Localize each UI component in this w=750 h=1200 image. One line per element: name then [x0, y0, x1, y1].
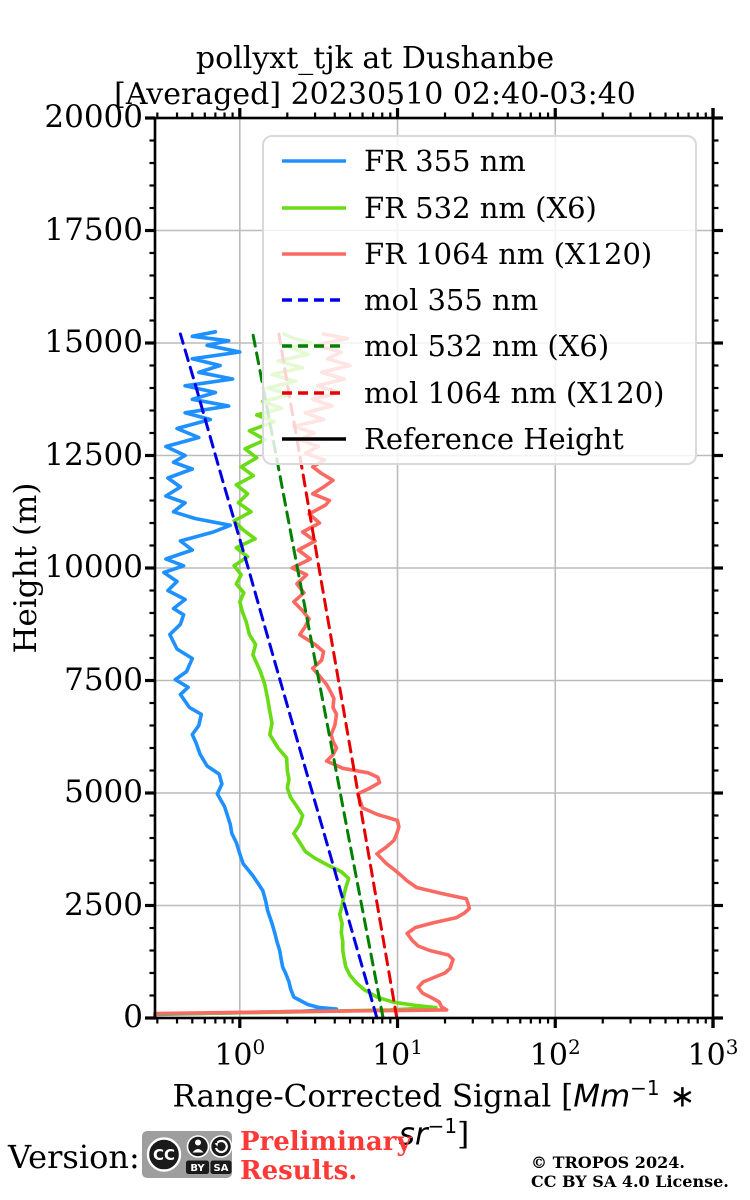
legend-item-fr-355: FR 355 nm — [264, 139, 695, 183]
attribution-person-icon — [186, 1135, 210, 1158]
legend-item-mol-532: mol 532 nm (X6) — [264, 324, 695, 368]
legend-item-reference-height: Reference Height — [264, 417, 695, 461]
legend-item-fr-1064: FR 1064 nm (X120) — [264, 232, 695, 276]
x-axis-label: Range-Corrected Signal [Mm−1 ∗ sr−1] — [172, 1076, 696, 1153]
cc-icon: CC — [146, 1137, 182, 1172]
x-tick-label: 100 — [214, 1035, 266, 1073]
y-tick-label: 5000 — [64, 774, 143, 810]
y-tick-label: 15000 — [44, 324, 143, 360]
legend-label: FR 1064 nm (X120) — [364, 236, 653, 271]
legend-item-mol-1064: mol 1064 nm (X120) — [264, 371, 695, 415]
legend-item-fr-532: FR 532 nm (X6) — [264, 186, 695, 230]
plot-title-line1: pollyxt_tjk at Dushanbe — [195, 41, 555, 76]
y-tick-label: 12500 — [44, 436, 143, 473]
x-axis-label-text: Range-Corrected Signal — [172, 1078, 562, 1115]
legend-label: mol 355 nm — [364, 283, 539, 317]
svg-text:CC: CC — [153, 1146, 175, 1164]
legend-label: mol 532 nm (X6) — [364, 329, 610, 364]
legend: FR 355 nm FR 532 nm (X6) FR 1064 nm (X12… — [262, 135, 697, 465]
share-alike-icon — [209, 1135, 232, 1158]
y-tick-label: 0 — [123, 999, 143, 1035]
y-tick-label: 7500 — [64, 661, 143, 698]
legend-item-mol-355: mol 355 nm — [264, 278, 695, 322]
y-tick-label: 17500 — [44, 211, 143, 248]
legend-label: FR 532 nm (X6) — [364, 190, 597, 225]
legend-line-mol-355-icon — [282, 298, 346, 302]
legend-line-fr-532-icon — [282, 205, 346, 210]
y-tick-label: 20000 — [44, 99, 143, 135]
legend-line-fr-355-icon — [282, 159, 346, 164]
plot-title-line2: [Averaged] 20230510 02:40-03:40 — [114, 77, 636, 112]
y-tick-label: 10000 — [44, 549, 143, 585]
legend-label: mol 1064 nm (X120) — [364, 375, 665, 410]
legend-line-reference-height-icon — [282, 436, 346, 441]
cc-license-badge: CC BY SA — [142, 1131, 232, 1178]
x-tick-label: 103 — [687, 1035, 739, 1073]
y-tick-label: 2500 — [64, 886, 143, 923]
cc-by-label: BY — [190, 1163, 205, 1174]
preliminary-results-notice: Preliminary Results. — [240, 1127, 412, 1186]
copyright-notice: © TROPOS 2024. CC BY SA 4.0 License. — [531, 1153, 729, 1191]
x-tick-label: 102 — [529, 1035, 581, 1073]
legend-label: Reference Height — [364, 421, 624, 456]
x-tick-label: 101 — [372, 1035, 423, 1073]
cc-sa-label: SA — [214, 1163, 229, 1174]
legend-line-mol-532-icon — [282, 344, 346, 349]
legend-label: FR 355 nm — [364, 144, 526, 179]
legend-line-fr-1064-icon — [282, 251, 346, 256]
legend-line-mol-1064-icon — [282, 390, 346, 395]
